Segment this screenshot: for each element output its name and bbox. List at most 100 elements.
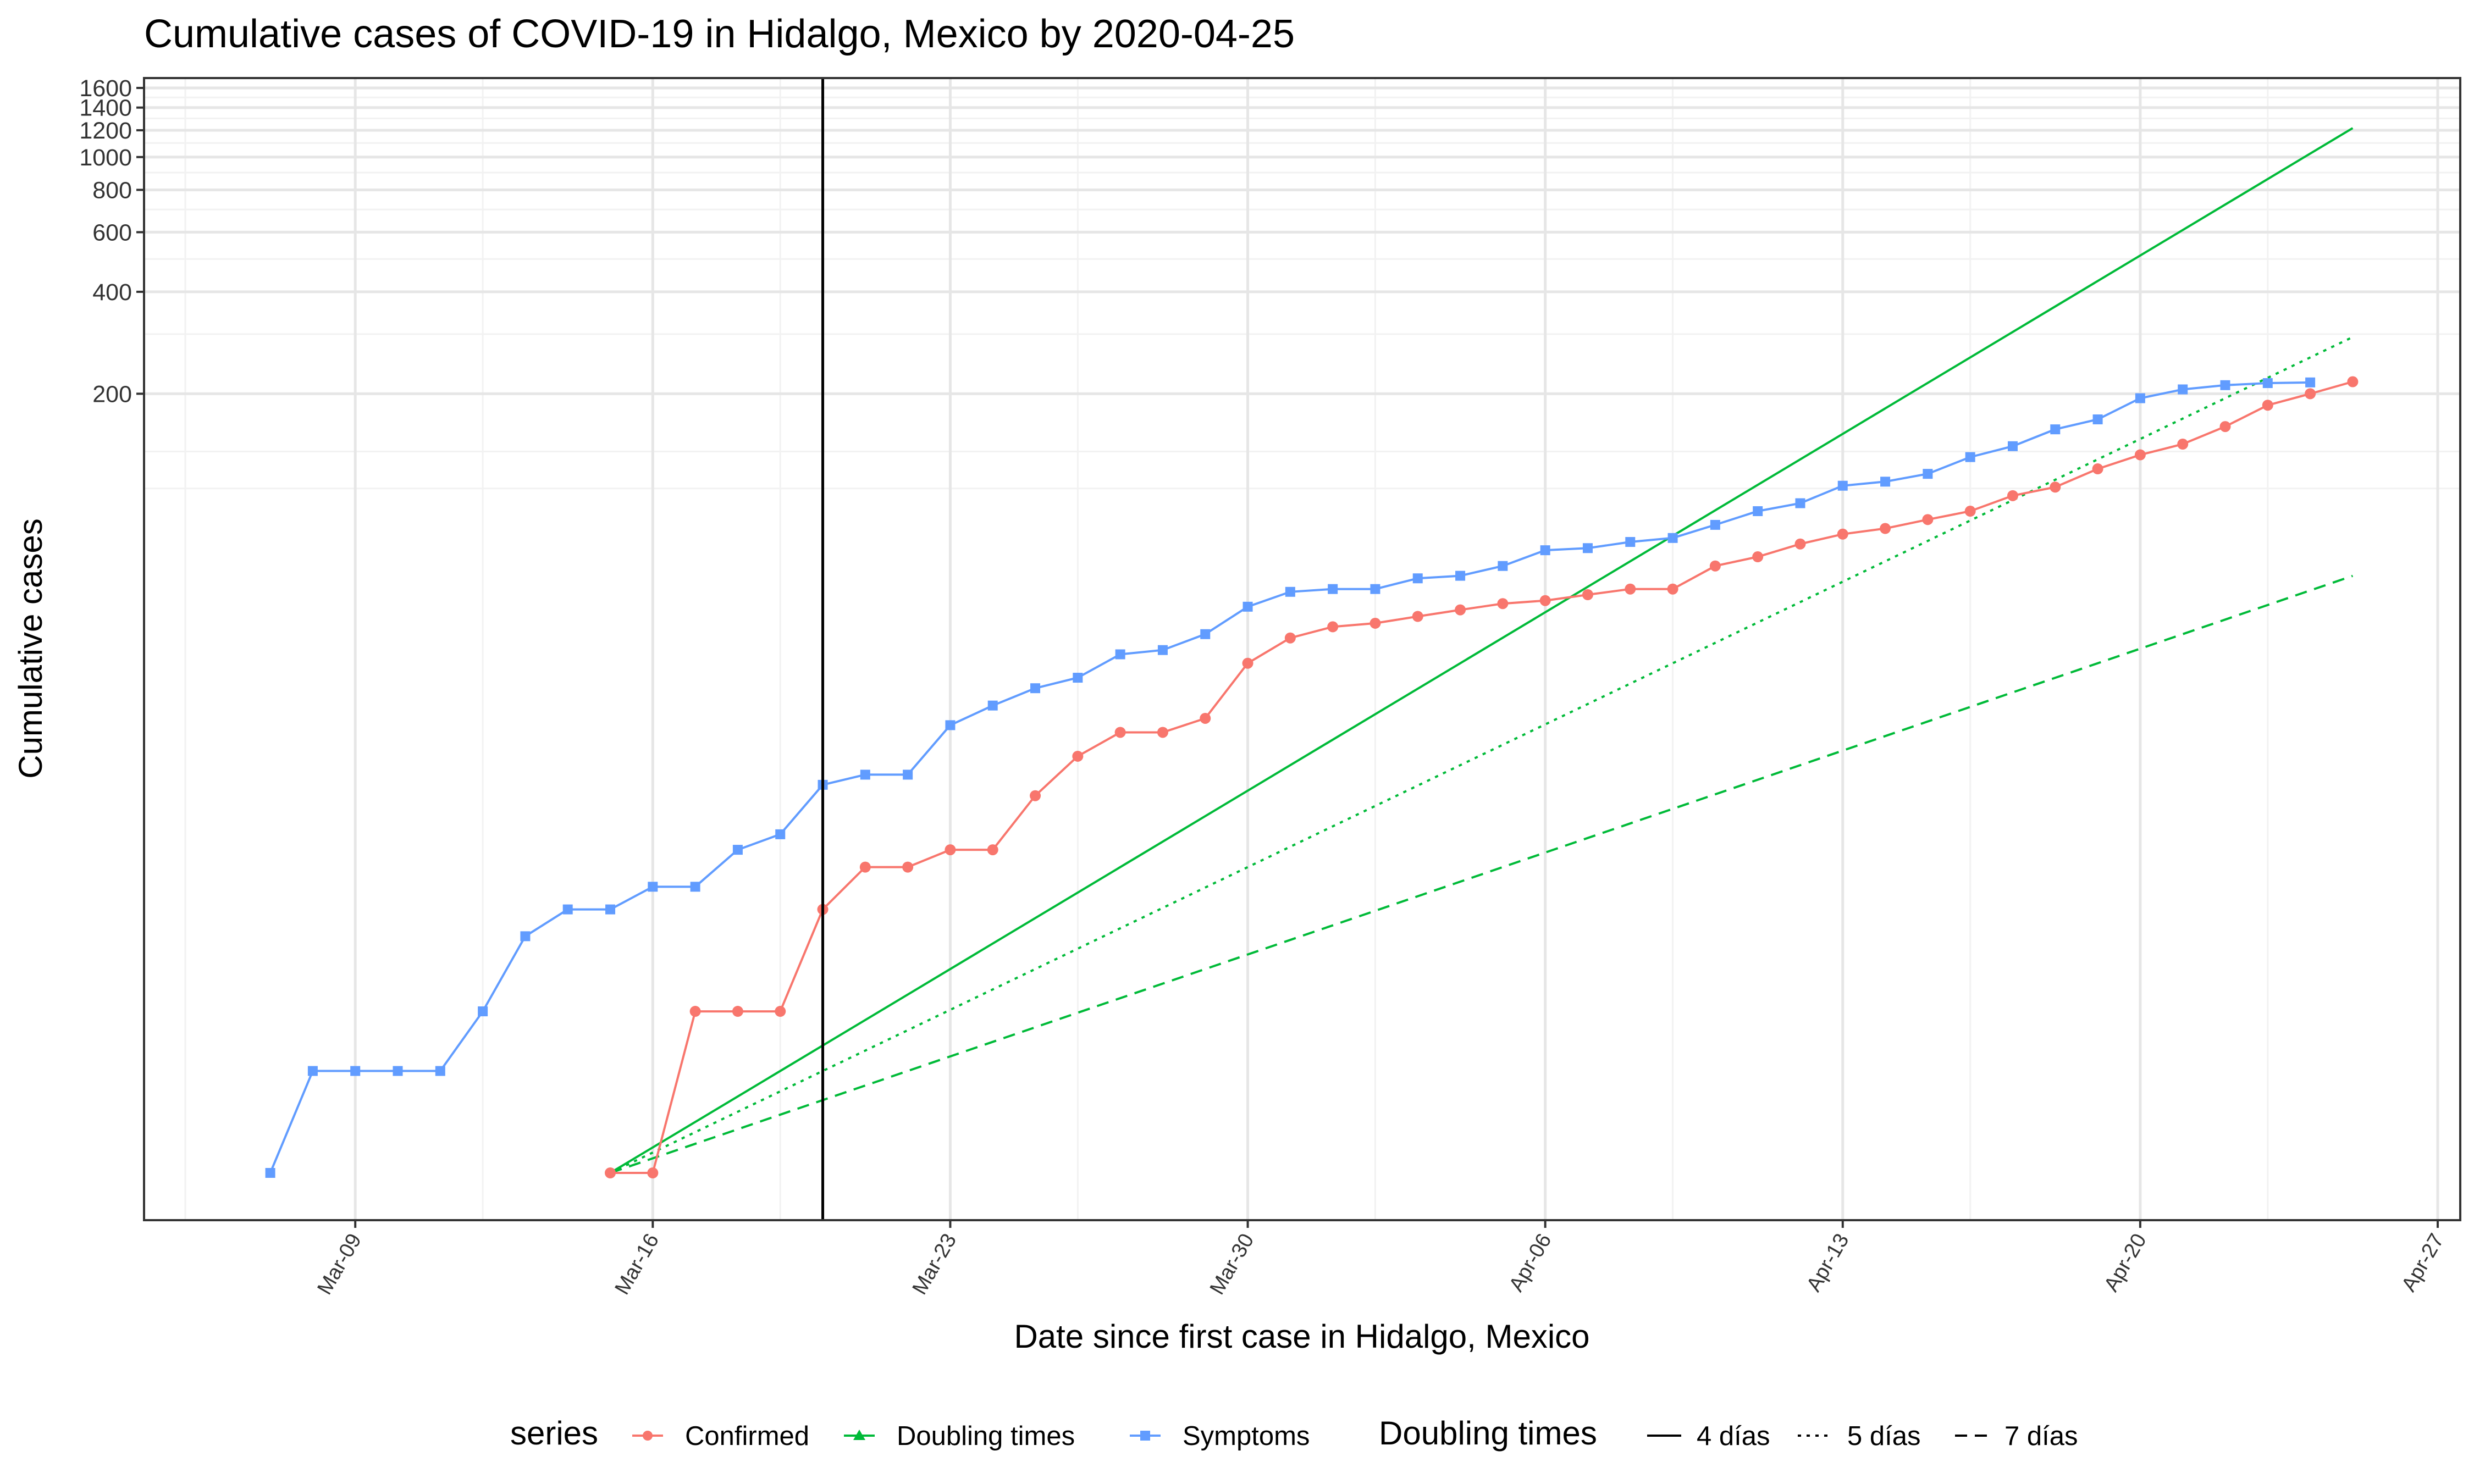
data-point-symptoms	[1157, 645, 1168, 655]
data-point-symptoms	[2178, 384, 2188, 395]
y-tick-label: 600	[92, 219, 132, 246]
data-point-symptoms	[1625, 537, 1636, 547]
data-point-confirmed	[2262, 400, 2273, 411]
y-tick-label: 800	[92, 177, 132, 203]
data-point-symptoms	[2220, 380, 2230, 390]
data-point-symptoms	[2305, 377, 2316, 387]
data-point-confirmed	[605, 1167, 616, 1178]
data-point-symptoms	[1030, 683, 1041, 694]
data-point-confirmed	[1242, 657, 1253, 669]
data-point-symptoms	[2050, 424, 2061, 435]
y-tick-label: 400	[92, 279, 132, 306]
series-line-confirmed	[610, 380, 2353, 1174]
data-point-symptoms	[1115, 649, 1125, 660]
data-point-symptoms	[265, 1168, 275, 1178]
data-point-confirmed	[1072, 750, 1084, 762]
doubling-line-7-days	[610, 574, 2354, 1174]
data-point-symptoms	[648, 882, 658, 892]
data-point-confirmed	[1455, 604, 1466, 616]
panel-border	[143, 77, 2461, 1221]
data-point-confirmed	[1582, 589, 1593, 600]
data-point-confirmed	[1964, 506, 1976, 517]
data-point-confirmed	[775, 1006, 786, 1017]
data-point-confirmed	[2219, 421, 2231, 433]
x-axis-title: Date since first case in Hidalgo, Mexico	[1014, 1318, 1589, 1355]
data-point-symptoms	[2262, 378, 2273, 389]
data-point-confirmed	[859, 861, 871, 873]
data-point-symptoms	[1582, 543, 1593, 553]
y-tick-label: 1400	[79, 95, 132, 121]
data-point-symptoms	[2092, 414, 2103, 425]
data-point-symptoms	[1073, 673, 1083, 683]
legend-label-confirmed: Confirmed	[685, 1421, 809, 1451]
data-point-confirmed	[1497, 598, 1509, 610]
data-point-confirmed	[1837, 528, 1848, 540]
data-point-symptoms	[732, 845, 743, 855]
data-point-symptoms	[1200, 629, 1211, 639]
y-tick-label: 1200	[79, 118, 132, 144]
data-point-confirmed	[732, 1006, 743, 1017]
data-point-symptoms	[2135, 393, 2145, 403]
data-point-confirmed	[689, 1006, 701, 1017]
data-point-symptoms	[393, 1066, 403, 1076]
data-point-confirmed	[1157, 727, 1168, 738]
y-tick-label: 1600	[79, 75, 132, 102]
data-point-symptoms	[520, 931, 531, 942]
data-point-symptoms	[2007, 441, 2018, 451]
legend-linetype-label: 4 días	[1697, 1421, 1770, 1451]
data-point-symptoms	[903, 769, 913, 780]
data-point-confirmed	[987, 844, 998, 856]
data-point-symptoms	[1795, 498, 1805, 508]
legend-key-marker	[853, 1430, 865, 1440]
legend: series Confirmed Doubling times Symptoms D…	[510, 1415, 2078, 1452]
data-point-confirmed	[1625, 583, 1636, 595]
data-point-confirmed	[1794, 538, 1806, 550]
y-tick-label: 1000	[79, 145, 132, 171]
data-point-symptoms	[562, 904, 573, 915]
chart-title: Cumulative cases of COVID-19 in Hidalgo,…	[144, 12, 1295, 56]
data-point-symptoms	[1880, 477, 1891, 487]
data-point-confirmed	[2050, 481, 2061, 493]
data-point-symptoms	[860, 769, 870, 780]
data-point-symptoms	[1965, 452, 1975, 462]
doubling-line-5-days	[610, 336, 2354, 1174]
data-point-symptoms	[1540, 545, 1550, 556]
data-point-confirmed	[2177, 439, 2189, 450]
legend-series-title: series	[510, 1415, 598, 1452]
legend-key-marker	[643, 1431, 653, 1441]
data-point-symptoms	[1455, 571, 1466, 581]
data-point-confirmed	[1412, 611, 1423, 622]
data-point-symptoms	[690, 882, 700, 892]
legend-series-items: Confirmed Doubling times Symptoms	[632, 1421, 1310, 1451]
data-point-symptoms	[1837, 480, 1848, 491]
data-point-symptoms	[435, 1066, 445, 1076]
data-point-confirmed	[1369, 617, 1381, 629]
legend-key-marker	[1140, 1431, 1150, 1441]
data-point-confirmed	[2305, 388, 2316, 400]
data-point-confirmed	[1284, 632, 1296, 644]
data-point-symptoms	[1923, 469, 1933, 479]
data-point-symptoms	[775, 829, 786, 839]
data-point-symptoms	[1710, 519, 1720, 530]
panel-background	[144, 78, 2460, 1220]
data-point-symptoms	[1412, 573, 1423, 584]
data-point-confirmed	[2007, 490, 2018, 501]
data-point-confirmed	[2134, 449, 2146, 461]
data-point-confirmed	[647, 1167, 659, 1178]
data-point-symptoms	[1753, 506, 1763, 517]
data-point-confirmed	[1667, 583, 1678, 595]
data-point-symptoms	[1667, 533, 1678, 543]
data-point-confirmed	[2092, 463, 2103, 475]
data-point-confirmed	[1922, 514, 1934, 525]
legend-label-doubling-times: Doubling times	[897, 1421, 1075, 1451]
legend-doubling-title: Doubling times	[1379, 1415, 1597, 1452]
data-point-confirmed	[1327, 621, 1339, 633]
data-point-confirmed	[1030, 790, 1041, 801]
data-point-symptoms	[478, 1006, 488, 1017]
data-point-confirmed	[2347, 376, 2359, 387]
legend-label-symptoms: Symptoms	[1183, 1421, 1310, 1451]
data-point-symptoms	[945, 720, 956, 730]
data-point-confirmed	[902, 861, 914, 873]
doubling-line-4-days	[609, 127, 2354, 1174]
